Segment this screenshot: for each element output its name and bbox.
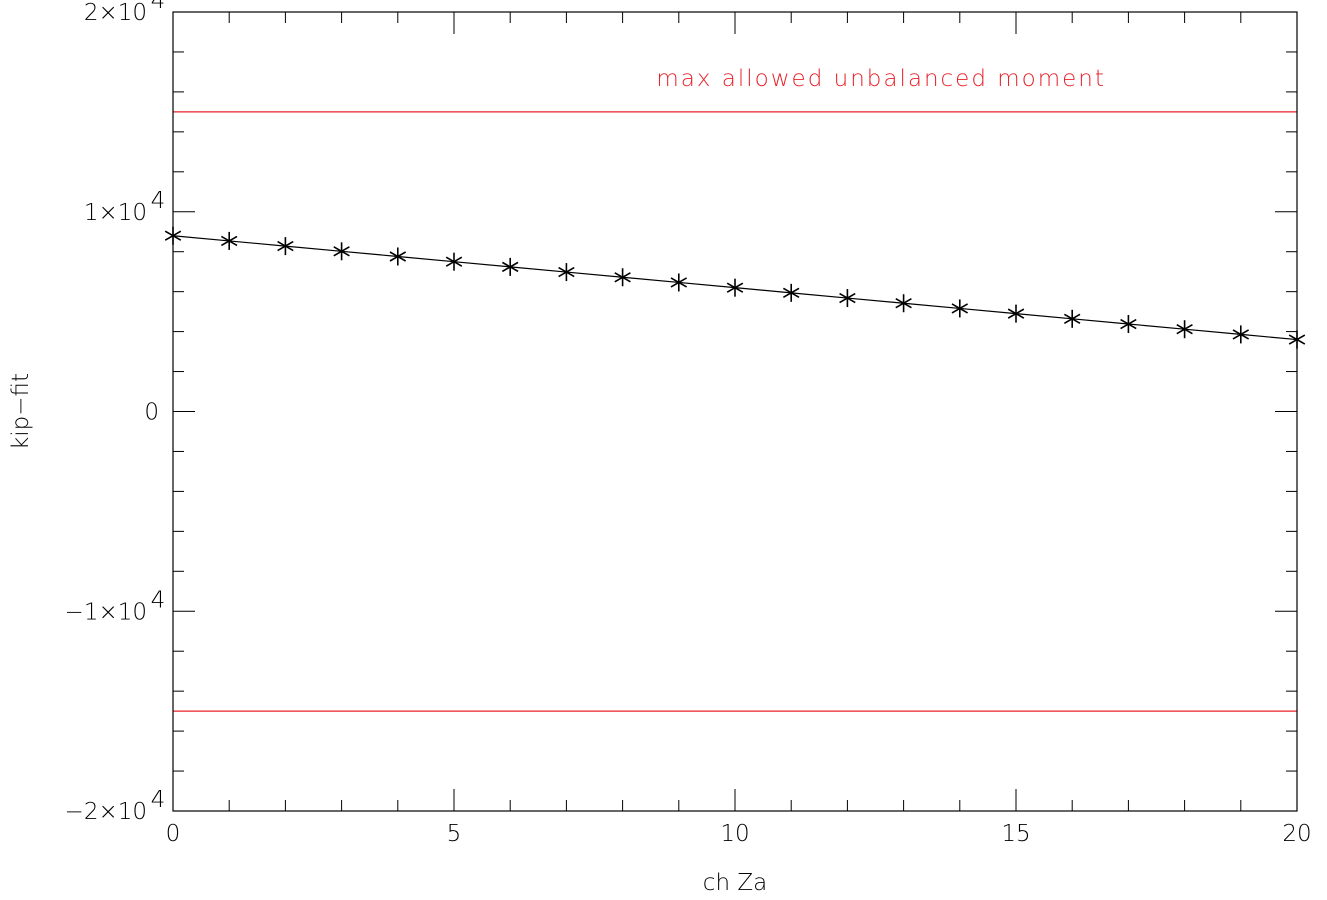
data-point-marker: [951, 299, 969, 318]
marker-stroke: [1232, 329, 1250, 340]
y-tick-exponent: 4: [151, 787, 166, 813]
marker-stroke: [895, 298, 912, 309]
data-point-marker: [726, 278, 744, 297]
marker-stroke: [1007, 308, 1025, 319]
data-point-marker: [614, 268, 631, 287]
data-point-marker: [1120, 315, 1137, 334]
x-tick-label: 0: [166, 821, 181, 847]
y-tick-label: −2×10: [65, 799, 147, 825]
x-tick-label: 20: [1282, 821, 1311, 847]
marker-stroke: [445, 256, 463, 267]
marker-stroke: [220, 235, 238, 247]
marker-stroke: [333, 246, 350, 257]
marker-stroke: [501, 261, 519, 273]
marker-stroke: [277, 240, 294, 252]
annotation-max-moment: max allowed unbalanced moment: [656, 66, 1105, 92]
series-layer: [164, 226, 1306, 349]
data-point-marker: [1232, 325, 1250, 344]
marker-stroke: [782, 287, 800, 299]
y-tick-label: 1×10: [84, 200, 147, 226]
tick-labels: 0 5 10 15 20−2×10 4−1×10 401×10 42×10 4: [65, 0, 1312, 847]
data-point-marker: [220, 231, 238, 250]
data-point-marker: [445, 252, 463, 271]
marker-stroke: [951, 303, 969, 314]
marker-stroke: [614, 272, 631, 283]
y-tick-exponent: 4: [151, 587, 166, 613]
y-axis-title: kip−fit: [8, 373, 34, 450]
ticks-layer: [172, 11, 1298, 812]
data-point-marker: [670, 273, 688, 292]
marker-stroke: [1063, 313, 1081, 325]
y-tick-exponent: 4: [151, 0, 166, 14]
y-tick-label: −1×10: [65, 599, 147, 625]
x-axis-title: ch Za: [703, 870, 767, 896]
data-point-marker: [782, 283, 800, 302]
data-point-marker: [277, 237, 294, 256]
reference-lines: [173, 111, 1297, 712]
data-point-marker: [1063, 309, 1081, 328]
x-tick-label: 15: [1001, 821, 1030, 847]
marker-stroke: [1176, 324, 1193, 335]
x-tick-label: 10: [720, 821, 749, 847]
data-point-marker: [333, 242, 350, 261]
marker-stroke: [839, 292, 856, 304]
y-tick-label: 0: [144, 400, 159, 426]
data-point-marker: [1007, 304, 1025, 323]
data-point-marker: [895, 294, 912, 313]
data-point-marker: [839, 289, 856, 308]
marker-stroke: [558, 266, 575, 278]
marker-stroke: [726, 282, 744, 293]
data-point-marker: [389, 247, 407, 266]
marker-stroke: [389, 251, 407, 262]
data-point-marker: [501, 257, 519, 276]
data-point-marker: [1176, 320, 1193, 339]
marker-stroke: [1120, 318, 1137, 330]
x-tick-label: 5: [447, 821, 462, 847]
plot-frame: [172, 11, 1298, 812]
marker-stroke: [670, 277, 688, 288]
data-point-marker: [558, 263, 575, 282]
y-tick-exponent: 4: [151, 188, 166, 214]
y-tick-label: 2×10: [84, 0, 147, 26]
